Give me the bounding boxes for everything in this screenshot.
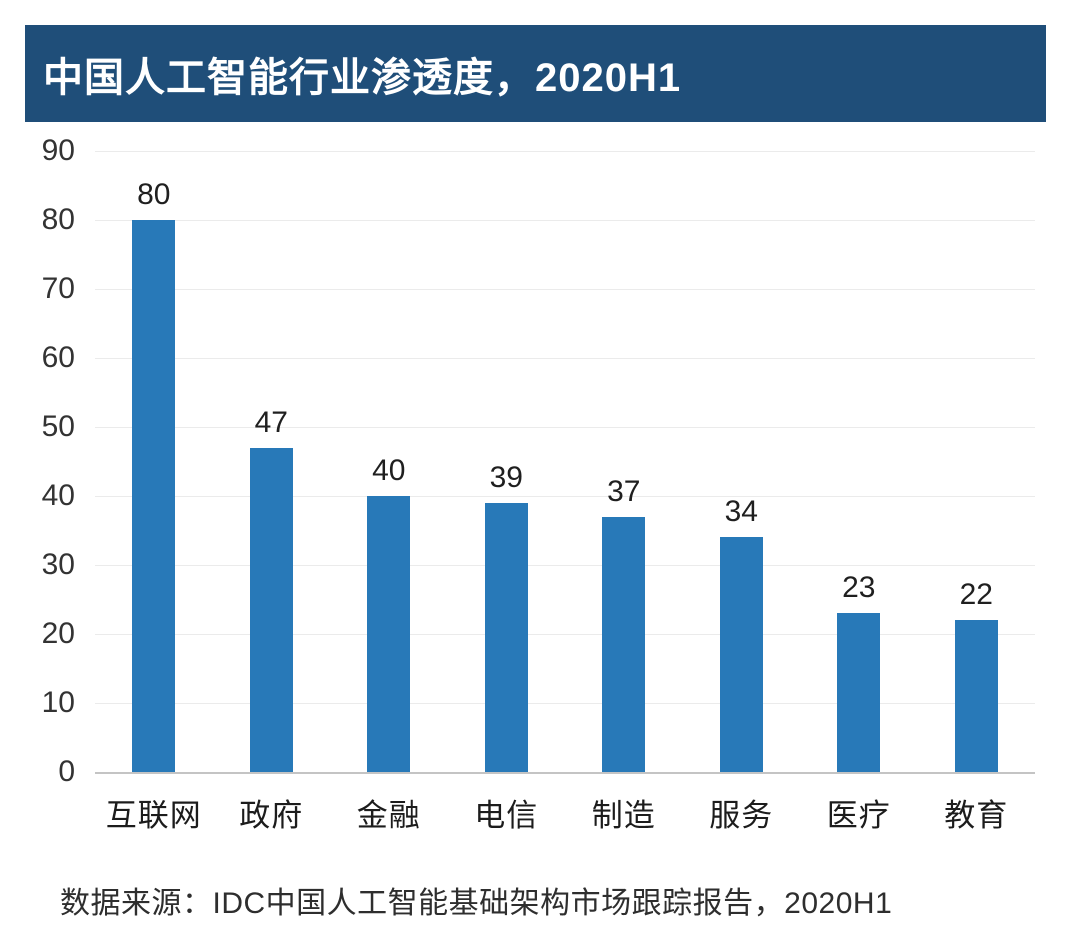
bar [837,613,881,772]
gridline [95,220,1035,221]
y-tick-label: 40 [41,479,75,512]
y-tick-label: 30 [41,548,75,581]
bar-value-label: 47 [254,405,288,439]
bar-slot-3: 39 [448,151,566,772]
bar-value-label: 34 [724,495,758,529]
bar-slot-0: 80 [95,151,213,772]
x-category-label: 互联网 [105,798,202,833]
y-tick-label: 10 [41,686,75,719]
x-category-label: 电信 [474,798,539,833]
x-category-label: 服务 [709,798,774,833]
gridline [95,634,1035,635]
bar-value-label: 23 [842,571,876,605]
x-axis-line [95,772,1035,774]
bar-slot-6: 23 [800,151,918,772]
plot-area: 0 10 20 30 40 50 60 70 80 90 [42,134,1035,788]
y-tick-label: 50 [41,410,75,443]
x-category-label: 金融 [356,798,421,833]
bar-value-label: 37 [607,474,641,508]
bar-value-label: 39 [489,460,523,494]
bar [484,502,528,772]
y-tick-label: 70 [41,272,75,305]
bar [602,516,646,772]
gridline [95,289,1035,290]
x-category-label: 教育 [944,798,1009,833]
y-tick-label: 0 [58,755,75,788]
data-source-note: 数据来源：IDC中国人工智能基础架构市场跟踪报告，2020H1 [60,887,893,920]
bars-row: 80 47 40 39 37 34 23 22 [95,151,1035,772]
y-tick-label: 80 [41,203,75,236]
chart-title-banner: 中国人工智能行业渗透度，2020H1 [25,25,1046,122]
bar [367,496,411,772]
bar-slot-5: 34 [683,151,801,772]
bar-slot-2: 40 [330,151,448,772]
bar-slot-7: 22 [918,151,1036,772]
bar [132,220,176,772]
bar-chart: 0 10 20 30 40 50 60 70 80 90 80 47 40 39 37 34 23 22 互联网… [0,122,1080,842]
gridline [95,358,1035,359]
y-tick-label: 60 [41,341,75,374]
bar-value-label: 22 [959,578,993,612]
bar [954,620,998,772]
gridline [95,703,1035,704]
gridline [95,427,1035,428]
bar [719,537,763,772]
y-tick-label: 20 [41,617,75,650]
gridline [95,151,1035,152]
bar-slot-1: 47 [213,151,331,772]
category-axis: 互联网 政府 金融 电信 制造 服务 医疗 教育 [95,790,1035,835]
bar [249,447,293,772]
x-category-label: 医疗 [826,798,891,833]
gridline [95,496,1035,497]
x-category-label: 政府 [239,798,304,833]
y-tick-label: 90 [41,134,75,167]
chart-title: 中国人工智能行业渗透度，2020H1 [43,55,682,100]
bar-value-label: 40 [372,454,406,487]
gridline [95,565,1035,566]
bar-value-label: 80 [137,178,171,211]
x-category-label: 制造 [591,798,656,833]
bar-slot-4: 37 [565,151,683,772]
